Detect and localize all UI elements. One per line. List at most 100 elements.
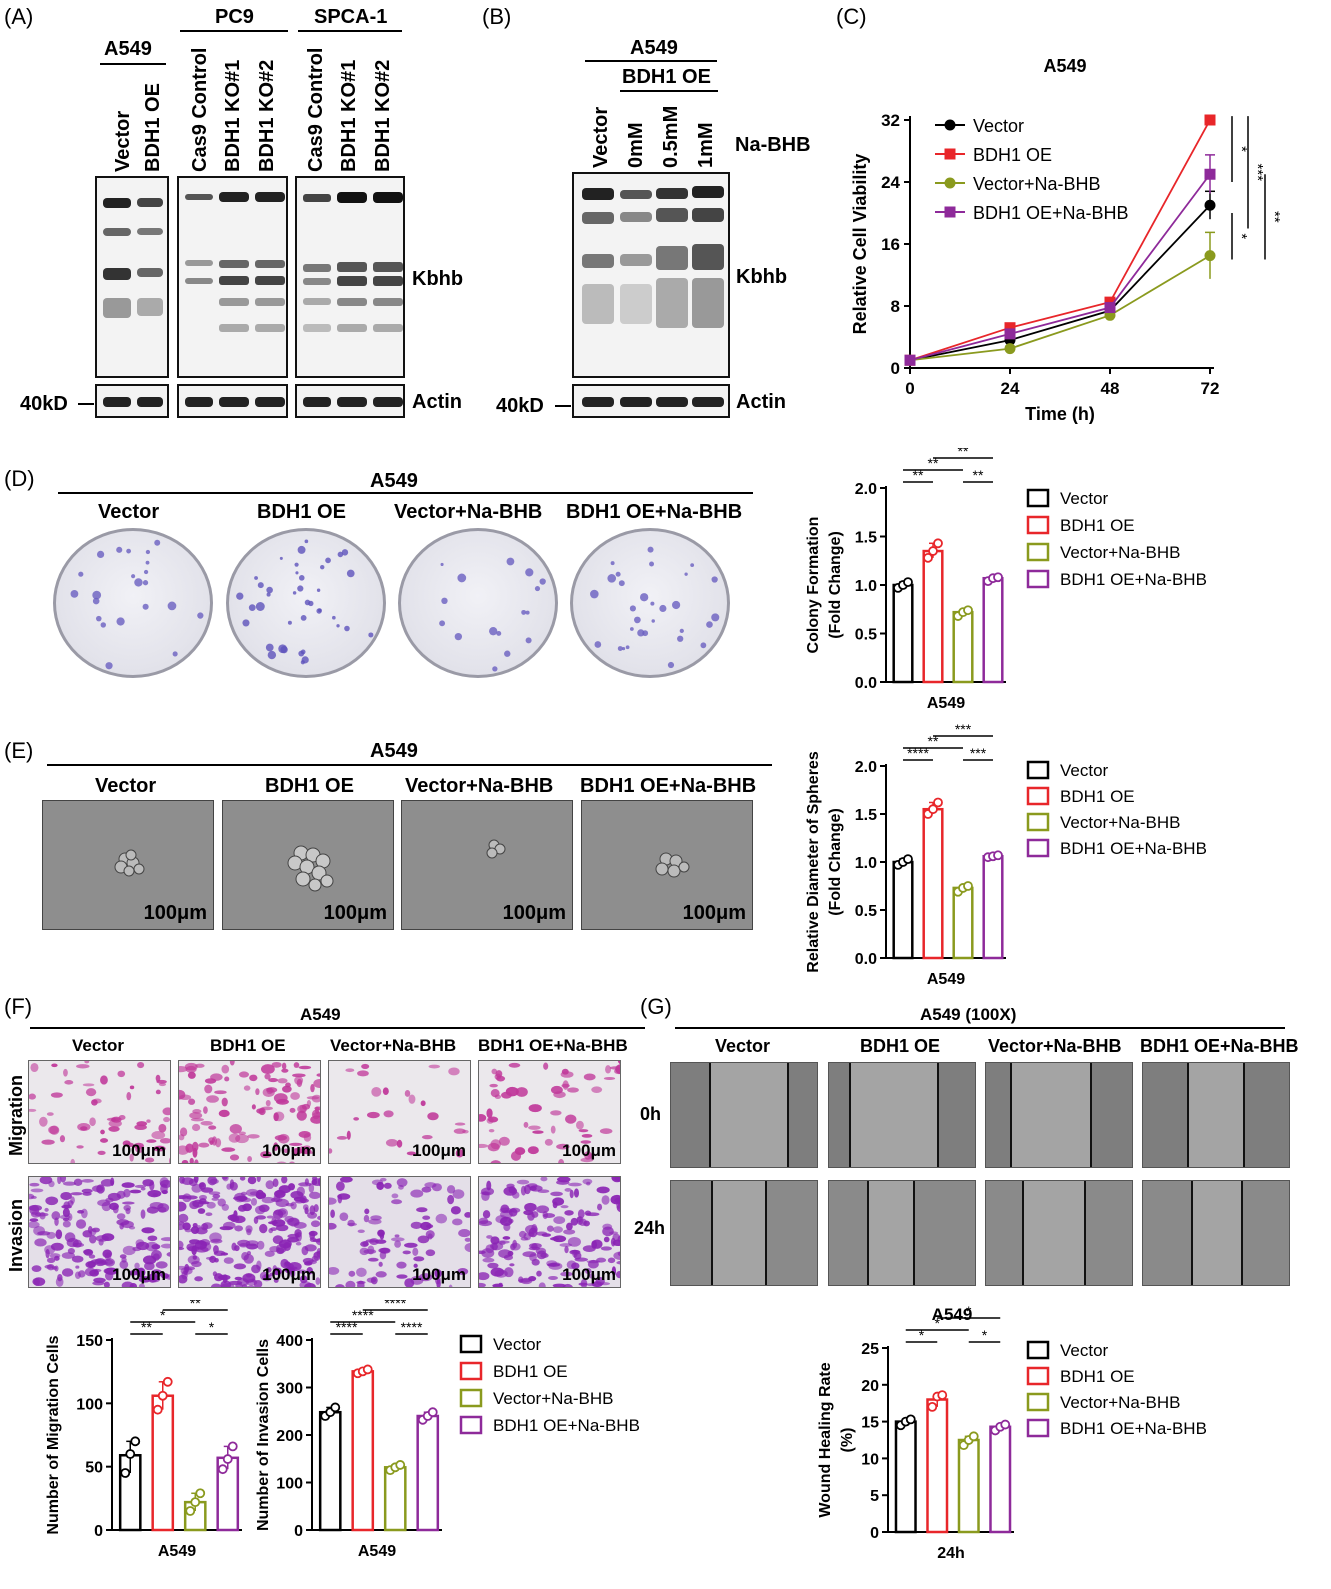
colony-dot — [625, 645, 630, 650]
stained-cell — [457, 1267, 469, 1276]
y-tick-label: 100 — [76, 1396, 103, 1413]
legend-label: BDH1 OE — [1060, 516, 1135, 535]
stained-cell — [162, 1107, 170, 1116]
stained-cell — [528, 1246, 541, 1251]
data-point — [905, 1414, 916, 1425]
stained-cell — [496, 1240, 510, 1244]
stained-cell — [29, 1182, 40, 1187]
stained-cell — [140, 1209, 146, 1219]
colony-dot — [659, 604, 667, 613]
legend-swatch — [1026, 1392, 1050, 1412]
x-tick-label: 24 — [1001, 379, 1020, 398]
stained-cell — [75, 1265, 80, 1269]
stained-cell — [146, 1139, 157, 1143]
stained-cell — [89, 1117, 96, 1127]
stained-cell — [179, 1089, 186, 1100]
colony-dot — [92, 597, 100, 605]
stained-cell — [452, 1218, 463, 1226]
stained-cell — [591, 1281, 603, 1287]
stained-cell — [563, 1229, 576, 1235]
kbhb-label: Kbhb — [736, 266, 788, 288]
kbhb-label: Kbhb — [412, 268, 464, 290]
stained-cell — [221, 1097, 228, 1107]
stained-cell — [192, 1147, 198, 1158]
bar — [894, 1420, 917, 1534]
colony-dot — [301, 656, 309, 664]
data-point — [152, 1404, 163, 1415]
colony-dot — [297, 585, 304, 592]
stained-cell — [564, 1188, 572, 1192]
stained-cell — [62, 1220, 71, 1228]
stained-cell — [531, 1211, 539, 1218]
y-tick-label: 8 — [891, 297, 900, 316]
condition-label: Vector+Na-BHB — [394, 501, 543, 523]
title-line — [675, 1027, 1285, 1029]
stained-cell — [298, 1065, 312, 1070]
stained-cell — [192, 1255, 197, 1260]
stained-cell — [227, 1214, 236, 1221]
stained-cell — [357, 1229, 365, 1234]
stained-cell — [159, 1179, 170, 1189]
stained-cell — [229, 1154, 240, 1161]
stained-cell — [100, 1129, 105, 1135]
colony-dot — [325, 557, 331, 564]
stained-cell — [81, 1188, 93, 1194]
stained-cell — [70, 1196, 75, 1204]
legend-label: BDH1 OE+Na-BHB — [973, 203, 1129, 223]
stained-cell — [367, 1257, 379, 1262]
stained-cell — [421, 1186, 432, 1193]
y-tick-label: 2.0 — [855, 759, 877, 776]
group-line — [298, 30, 402, 32]
stained-cell — [283, 1148, 289, 1154]
stained-cell — [152, 1193, 158, 1197]
colony-dot — [700, 642, 707, 649]
stained-cell — [272, 1265, 278, 1272]
stained-cell — [299, 1275, 308, 1284]
stained-cell — [259, 1223, 268, 1234]
stained-cell — [224, 1076, 230, 1082]
colony-dot — [440, 562, 444, 567]
stained-cell — [264, 1250, 275, 1257]
stained-cell — [520, 1185, 527, 1196]
stained-cell — [82, 1230, 93, 1238]
x-axis-label: A549 — [158, 1543, 196, 1560]
significance-label: * — [209, 1319, 215, 1335]
marker-label: 40kD — [496, 395, 544, 417]
stained-cell — [179, 1201, 187, 1212]
colony-dot — [320, 564, 325, 570]
y-tick-label: 16 — [881, 235, 900, 254]
stained-cell — [560, 1271, 573, 1277]
stained-cell — [60, 1177, 67, 1183]
data-point — [963, 605, 973, 616]
stained-cell — [413, 1263, 418, 1268]
y-tick-label: 0 — [891, 359, 900, 378]
bar — [922, 549, 944, 684]
data-point — [222, 1454, 233, 1464]
data-point — [195, 1488, 206, 1499]
stained-cell — [101, 1201, 112, 1212]
stained-cell — [179, 1134, 185, 1141]
colony-dot — [439, 620, 446, 627]
legend-swatch — [1026, 812, 1050, 832]
stained-cell — [609, 1231, 619, 1235]
colony-dot — [615, 571, 621, 577]
stained-cell — [39, 1177, 53, 1185]
migration-image: 100μm — [178, 1060, 321, 1164]
colony-dot — [506, 557, 515, 566]
stained-cell — [273, 1209, 287, 1216]
stained-cell — [93, 1277, 106, 1283]
colony-dot — [279, 556, 283, 560]
colony-dot — [167, 601, 177, 611]
stained-cell — [558, 1158, 565, 1163]
colony-dot — [336, 624, 340, 628]
lane-label: Vector — [590, 106, 612, 168]
stained-cell — [295, 1241, 302, 1246]
stained-cell — [234, 1245, 240, 1252]
y-axis-label: Number of Invasion Cells — [255, 1339, 272, 1531]
stained-cell — [221, 1147, 236, 1152]
stained-cell — [422, 1215, 431, 1220]
stained-cell — [416, 1207, 428, 1213]
stained-cell — [150, 1269, 163, 1278]
stained-cell — [298, 1182, 312, 1187]
